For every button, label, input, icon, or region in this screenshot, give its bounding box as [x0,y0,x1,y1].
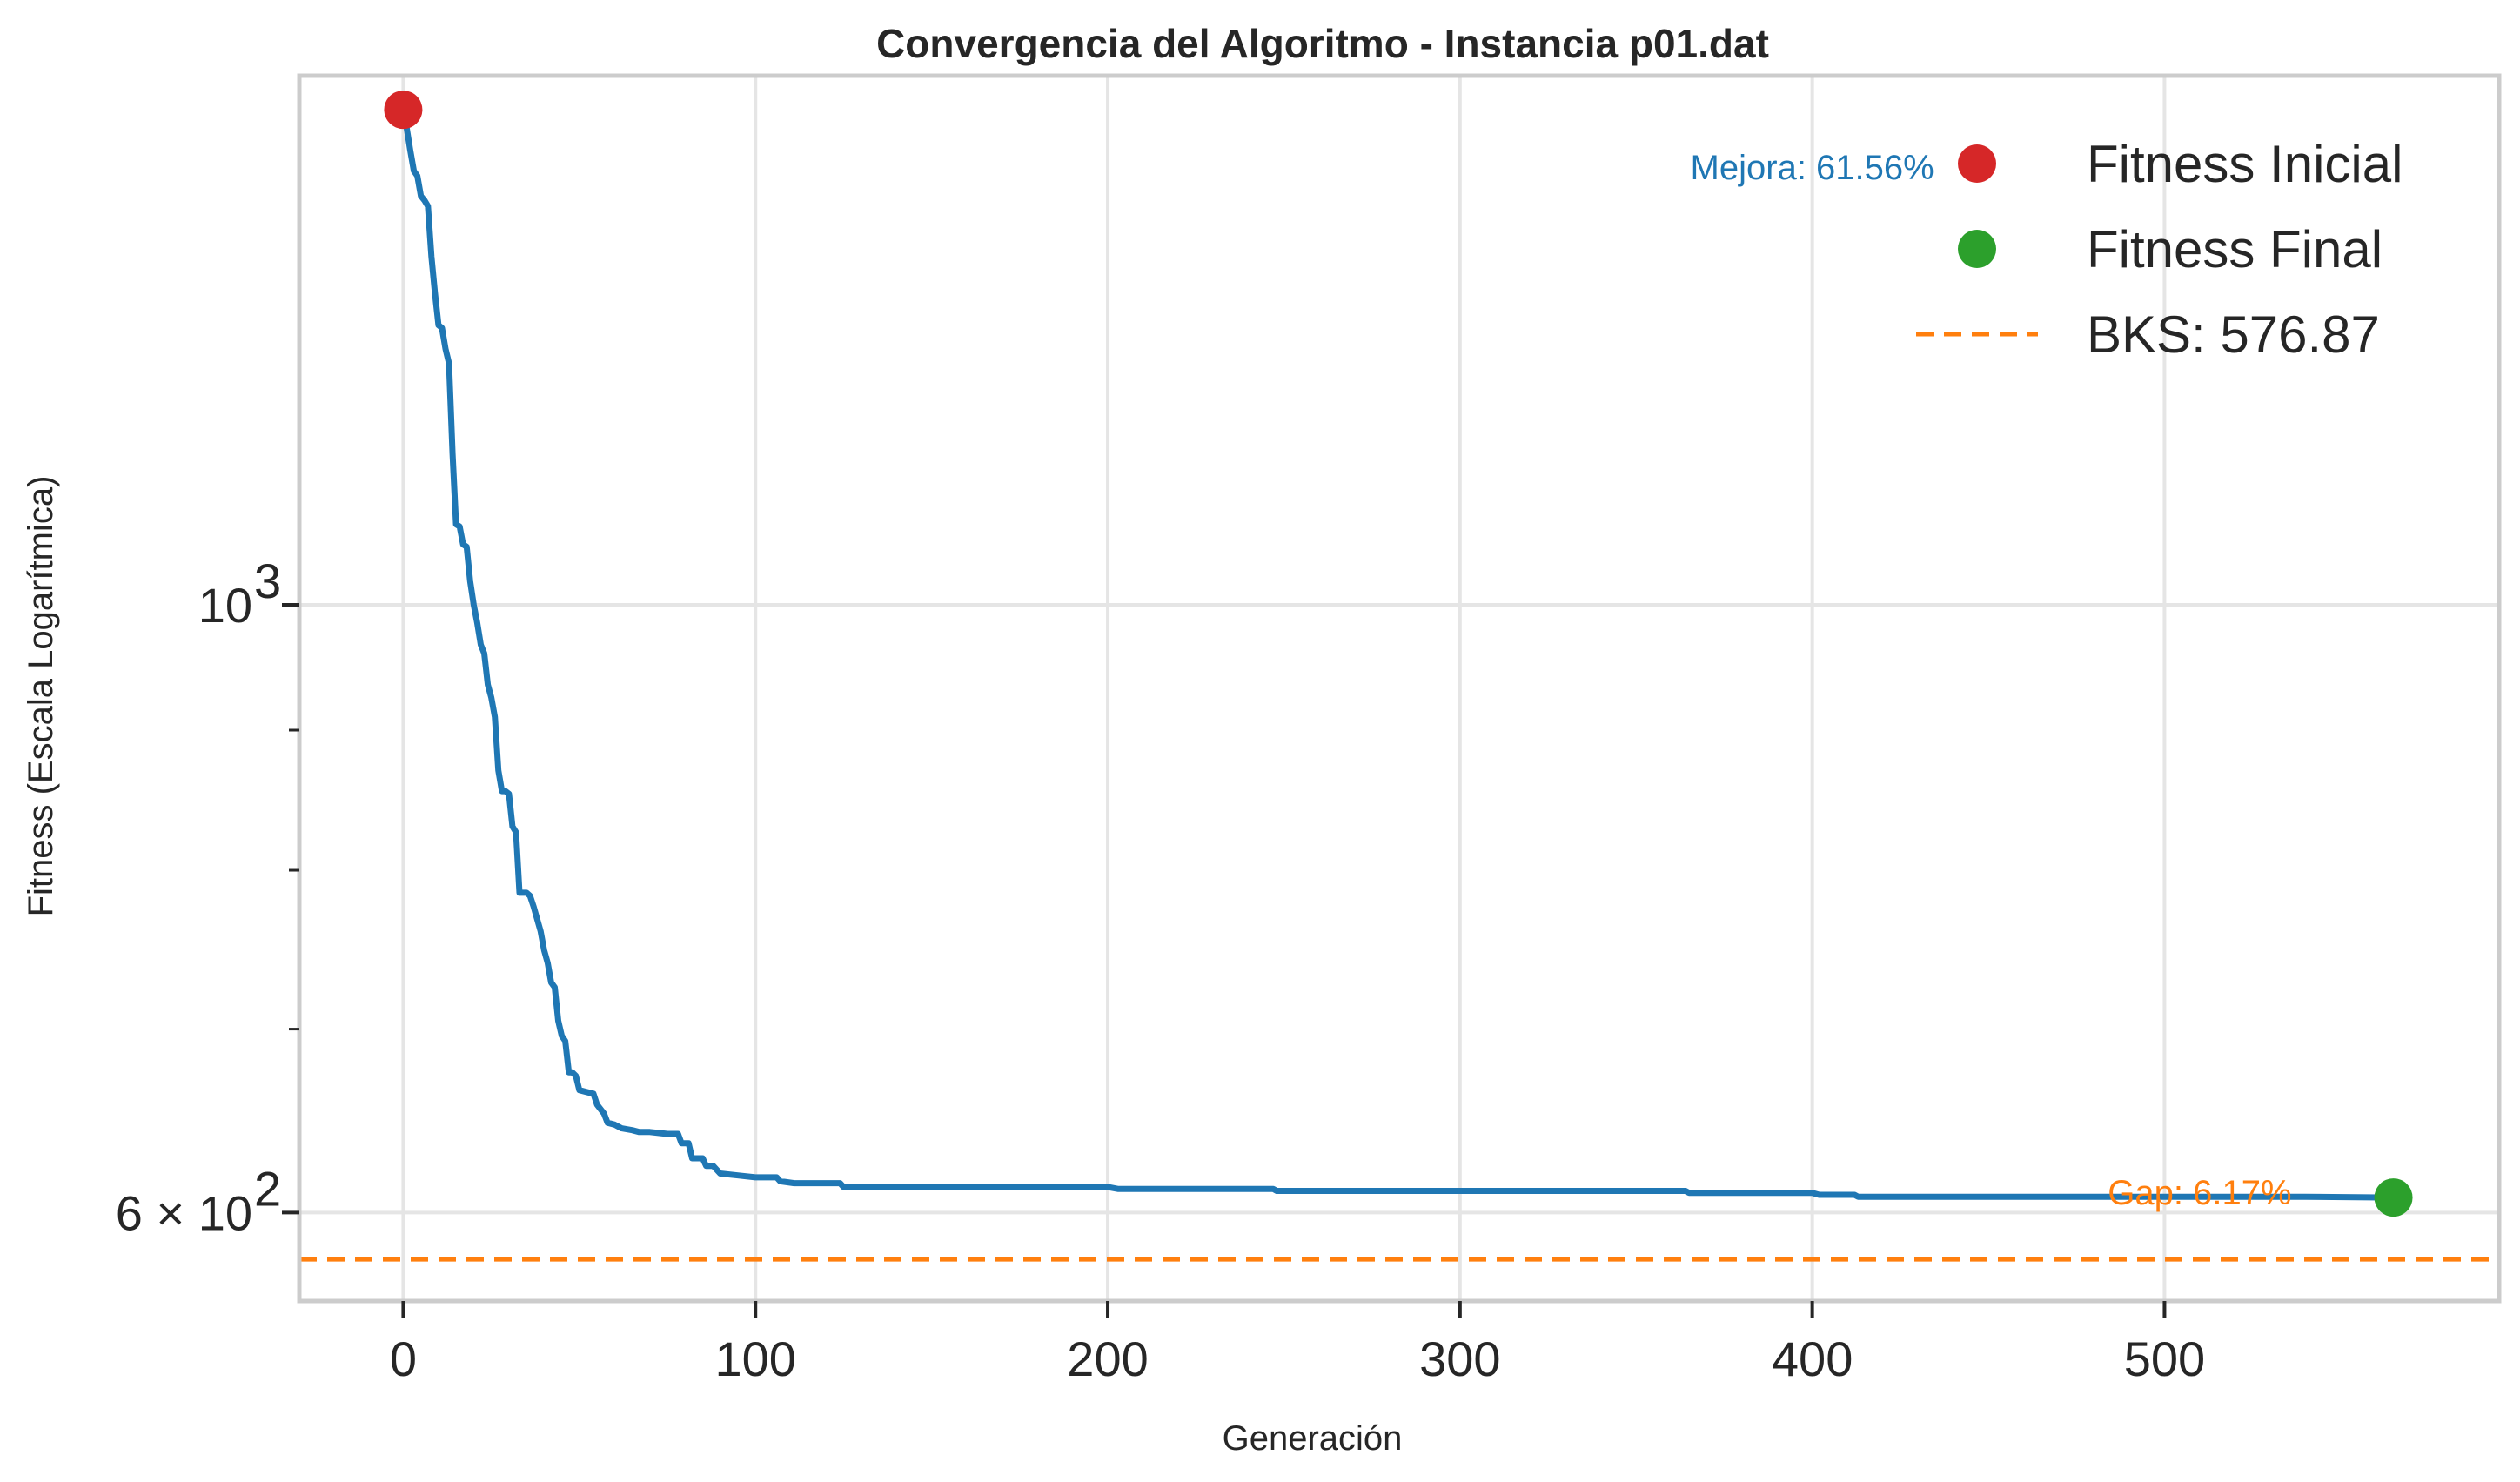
legend-bks-label: BKS: 576.87 [2087,305,2380,364]
legend-final-label: Fitness Final [2087,220,2383,278]
x-tick-label: 400 [1772,1331,1853,1386]
y-tick-label: 10 [198,578,252,633]
x-tick-label: 300 [1419,1331,1500,1386]
x-axis-ticks: 0 100 200 300 400 500 [390,1301,2205,1386]
plot-frame [297,73,2502,1304]
legend: Fitness Inicial Fitness Final BKS: 576.87 [1916,135,2403,364]
chart-title: Convergencia del Algoritmo - Instancia p… [876,21,1769,66]
legend-initial-marker [1958,144,1996,183]
annotations-layer: Mejora: 61.56% Gap: 6.17% [1691,149,2292,1212]
legend-initial-label: Fitness Inicial [2087,135,2403,193]
y-axis-ticks: 10 3 6 × 10 2 [116,553,299,1240]
x-tick-label: 100 [715,1331,796,1386]
x-tick-label: 500 [2124,1331,2205,1386]
y-tick-exponent: 2 [254,1161,281,1216]
x-tick-label: 200 [1067,1331,1148,1386]
x-tick-label: 0 [390,1331,417,1386]
initial-fitness-marker [384,91,423,130]
improvement-annotation: Mejora: 61.56% [1691,149,1934,187]
y-tick-label: 6 × 10 [116,1185,252,1240]
series-layer [399,109,2394,1201]
y-tick-exponent: 3 [254,553,281,608]
legend-final-marker [1958,230,1996,268]
final-fitness-marker [2374,1178,2413,1217]
y-axis-label: Fitness (Escala Logarítmica) [22,476,60,917]
gap-annotation: Gap: 6.17% [2108,1174,2291,1212]
x-axis-label: Generación [1223,1419,1403,1458]
fitness-series-line [399,109,2394,1201]
markers-layer [384,91,2413,1217]
grid-lines [299,76,2499,1301]
